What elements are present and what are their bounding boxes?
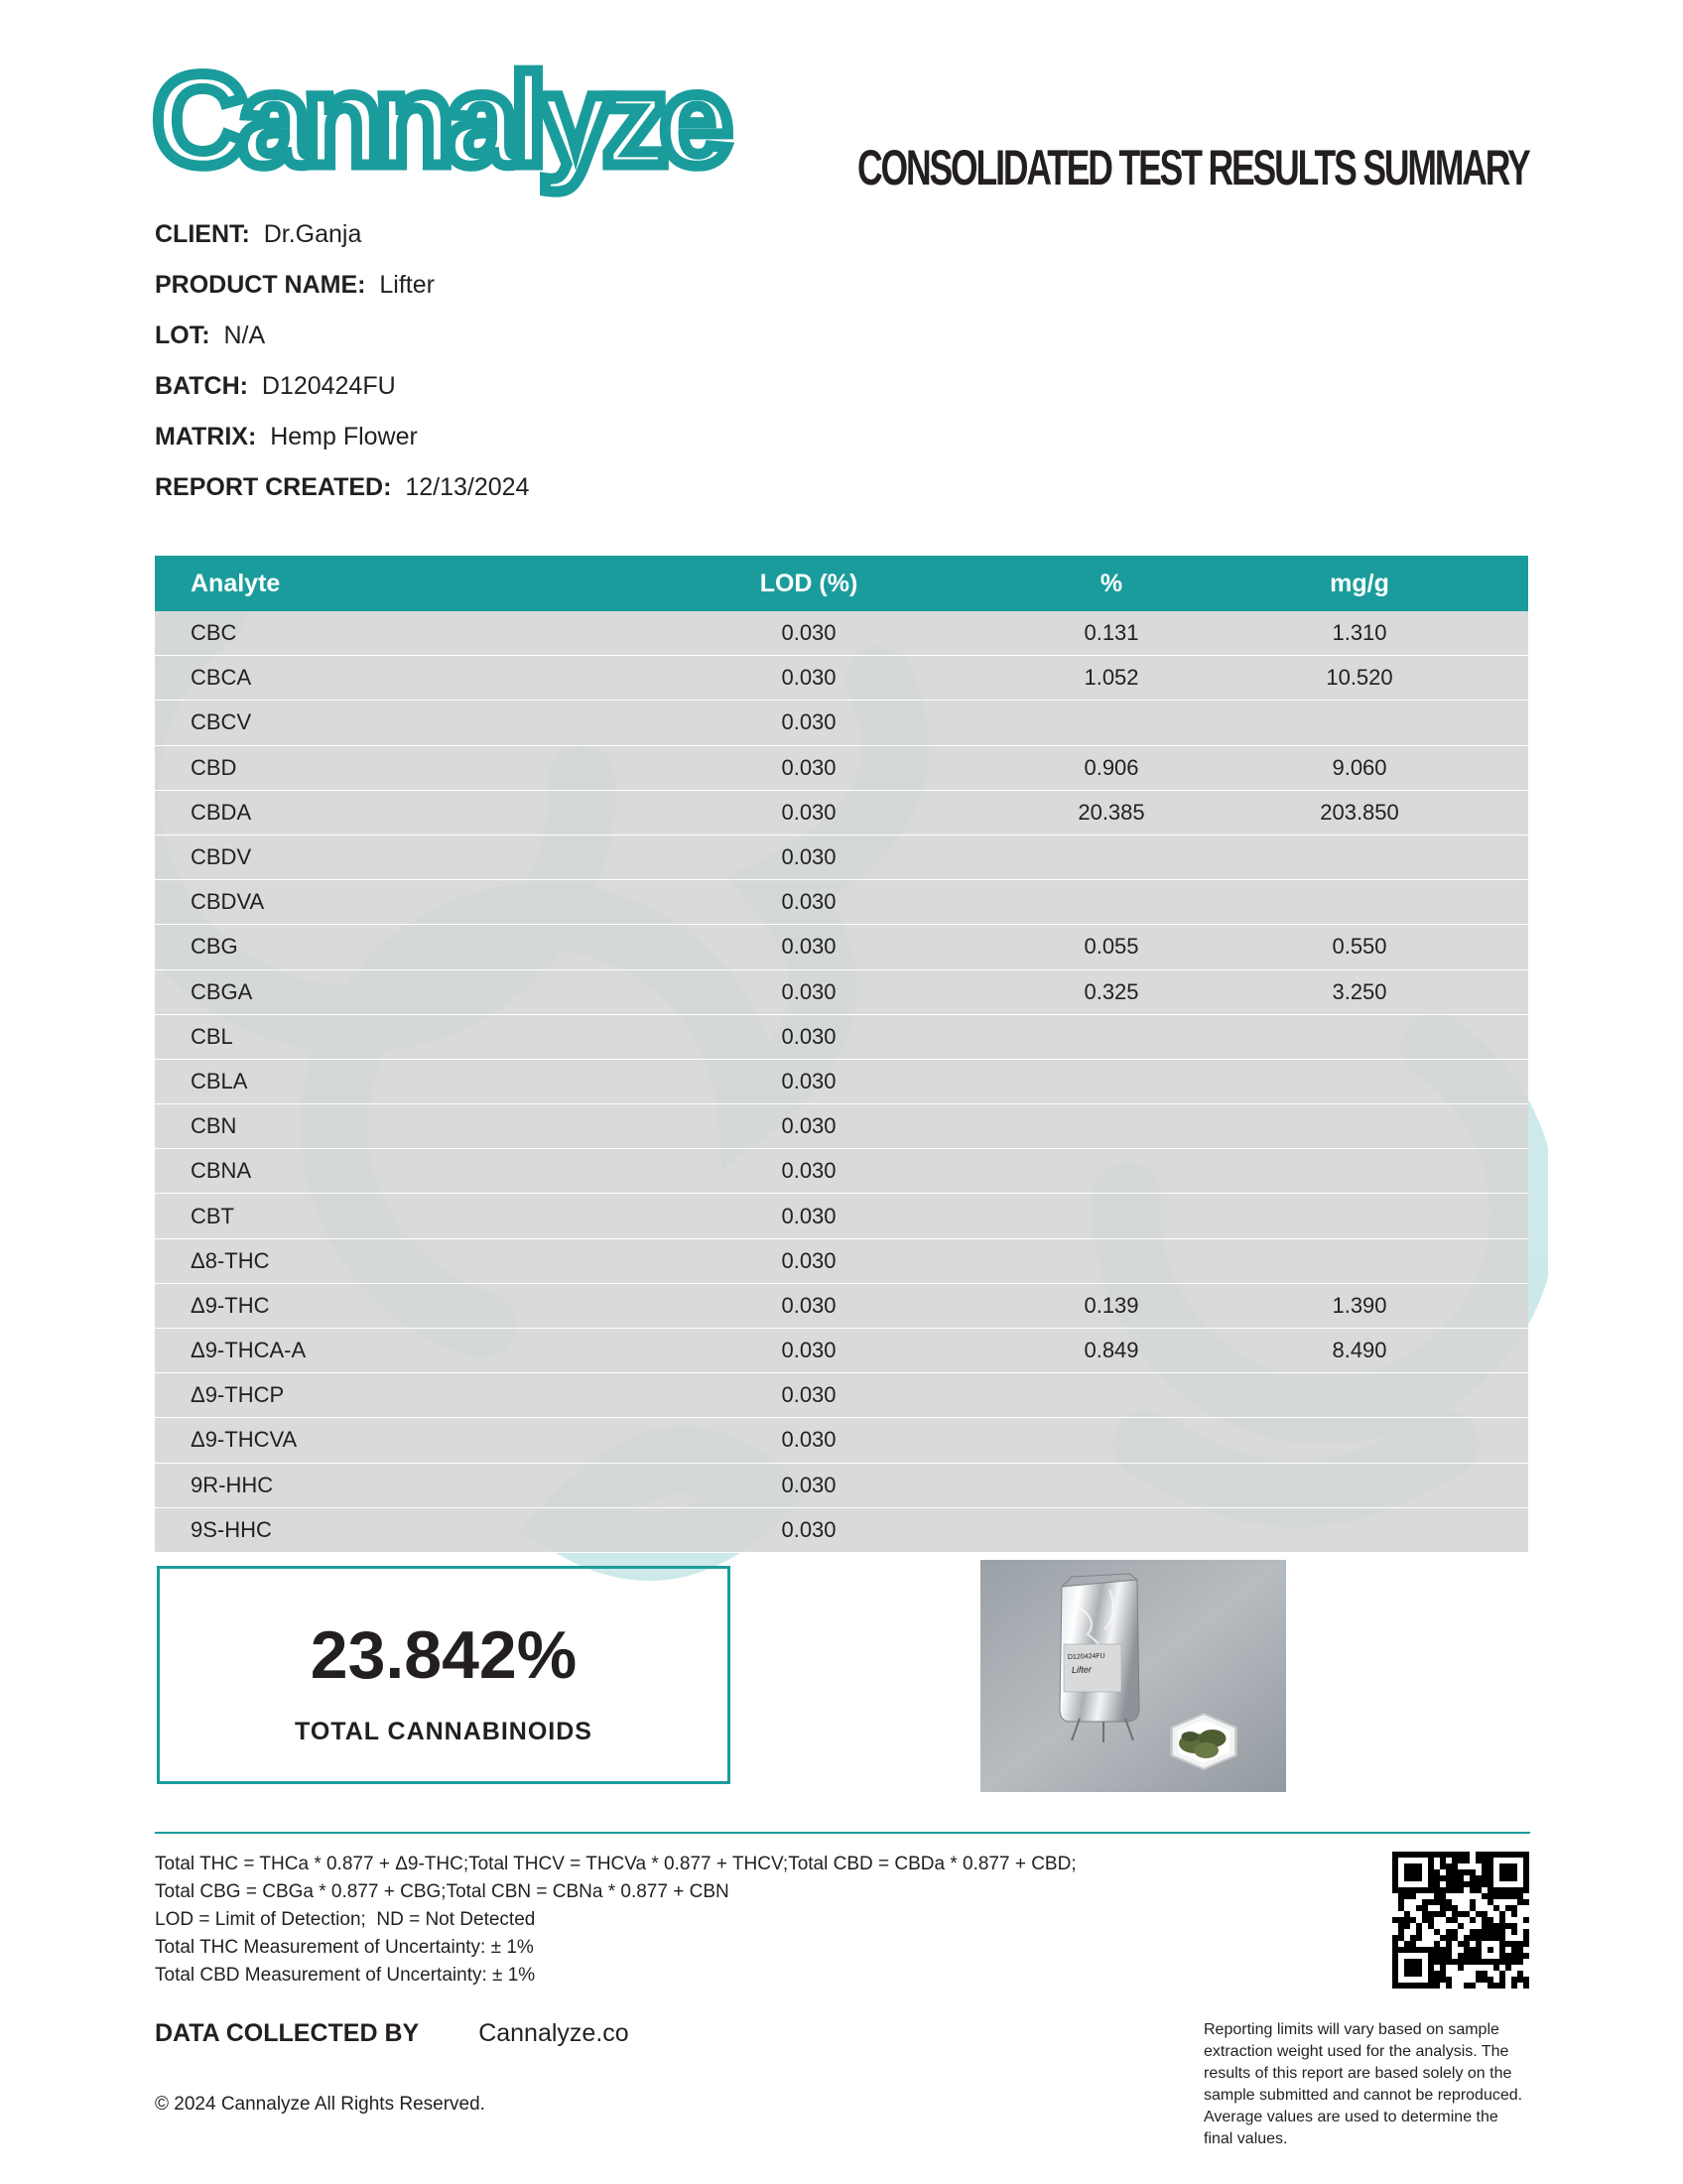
svg-text:Lifter: Lifter: [1072, 1664, 1093, 1675]
svg-text:D120424FU: D120424FU: [1068, 1653, 1105, 1661]
